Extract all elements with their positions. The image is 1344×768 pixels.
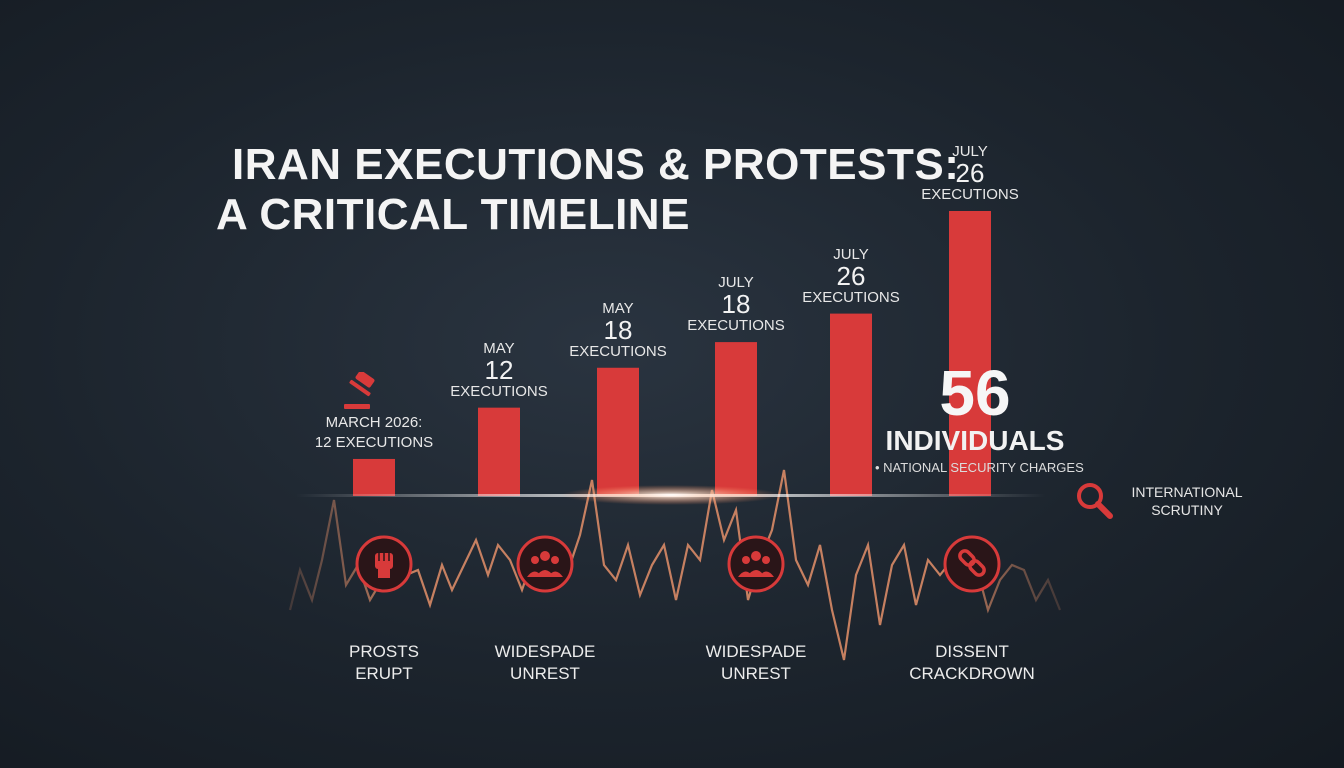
bars-layer bbox=[353, 211, 991, 496]
crowd-icon bbox=[514, 533, 576, 595]
bar-label-word: EXECUTIONS bbox=[450, 382, 548, 400]
event-label: DISSENT CRACKDROWN bbox=[909, 642, 1035, 683]
bar-label-count: 26 bbox=[836, 260, 866, 291]
highlight-number: 56 bbox=[939, 357, 1011, 429]
bar-label-word: EXECUTIONS bbox=[802, 288, 900, 306]
baseline-glow bbox=[561, 485, 781, 505]
bar-6 bbox=[949, 211, 991, 496]
bar-label-month: JULY bbox=[833, 245, 869, 263]
crowd-icon bbox=[725, 533, 787, 595]
bar-label-count: 12 bbox=[484, 354, 514, 385]
bar-label-word: EXECUTIONS bbox=[569, 342, 667, 360]
chain-icon bbox=[941, 533, 1003, 595]
bar-label-5: JULY 26 EXECUTIONS bbox=[802, 246, 900, 306]
event-label: WIDESPADE UNREST bbox=[494, 642, 596, 683]
event-protests-erupt: PROSTS ERUPT bbox=[309, 533, 459, 685]
bar-label-month: MAY bbox=[483, 339, 515, 357]
event-widespread-unrest-2: WIDESPADE UNREST bbox=[681, 533, 831, 685]
title-line-1: IRAN EXECUTIONS & PROTESTS: bbox=[232, 140, 960, 189]
highlight-note: • NATIONAL SECURITY CHARGES bbox=[875, 460, 1084, 475]
bar-3 bbox=[597, 367, 639, 496]
bar-label-count: 26 bbox=[955, 158, 985, 188]
raised-fist-icon bbox=[353, 533, 415, 595]
bar-4 bbox=[715, 342, 757, 496]
highlight-unit: INDIVIDUALS bbox=[885, 425, 1065, 456]
bar-label-1: MARCH 2026: 12 EXECUTIONS bbox=[315, 413, 433, 453]
bar-2 bbox=[478, 407, 520, 496]
bar-label-month: MAY bbox=[602, 299, 634, 317]
event-label: WIDESPADE UNREST bbox=[705, 642, 807, 683]
event-label: PROSTS ERUPT bbox=[349, 642, 419, 683]
bar-label-text: MARCH 2026: 12 EXECUTIONS bbox=[314, 413, 434, 451]
bar-label-month: JULY bbox=[952, 143, 988, 160]
event-dissent-crackdown: DISSENT CRACKDROWN bbox=[897, 533, 1047, 685]
bar-label-month: JULY bbox=[718, 274, 754, 292]
title-line-2: A CRITICAL TIMELINE bbox=[216, 190, 690, 239]
bar-label-count: 18 bbox=[603, 314, 633, 345]
gavel-icon bbox=[344, 372, 375, 409]
bar-label-6: JULY 26 EXECUTIONS bbox=[921, 143, 1019, 203]
bar-label-3: MAY 18 EXECUTIONS bbox=[569, 300, 667, 360]
highlight-stat: 56 INDIVIDUALS • NATIONAL SECURITY CHARG… bbox=[875, 357, 1084, 475]
bar-label-count: 18 bbox=[721, 289, 751, 320]
scrutiny-label: INTERNATIONAL SCRUTINY bbox=[1131, 484, 1243, 518]
activity-wave bbox=[288, 469, 1062, 661]
bar-5 bbox=[830, 313, 872, 496]
bar-label-word: EXECUTIONS bbox=[687, 317, 785, 335]
bar-label-2: MAY 12 EXECUTIONS bbox=[450, 340, 548, 400]
bar-1 bbox=[353, 458, 395, 496]
bar-label-4: JULY 18 EXECUTIONS bbox=[687, 274, 785, 334]
international-scrutiny: INTERNATIONAL SCRUTINY bbox=[1072, 478, 1262, 528]
chart-title: IRAN EXECUTIONS & PROTESTS: A CRITICAL T… bbox=[0, 0, 1344, 240]
event-widespread-unrest-1: WIDESPADE UNREST bbox=[470, 533, 620, 685]
bar-label-word: EXECUTIONS bbox=[921, 186, 1019, 203]
magnifier-icon bbox=[1077, 483, 1113, 519]
